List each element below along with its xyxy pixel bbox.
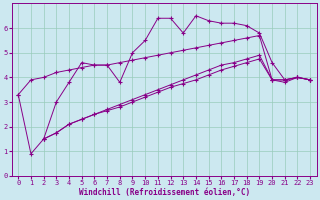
X-axis label: Windchill (Refroidissement éolien,°C): Windchill (Refroidissement éolien,°C): [79, 188, 250, 197]
